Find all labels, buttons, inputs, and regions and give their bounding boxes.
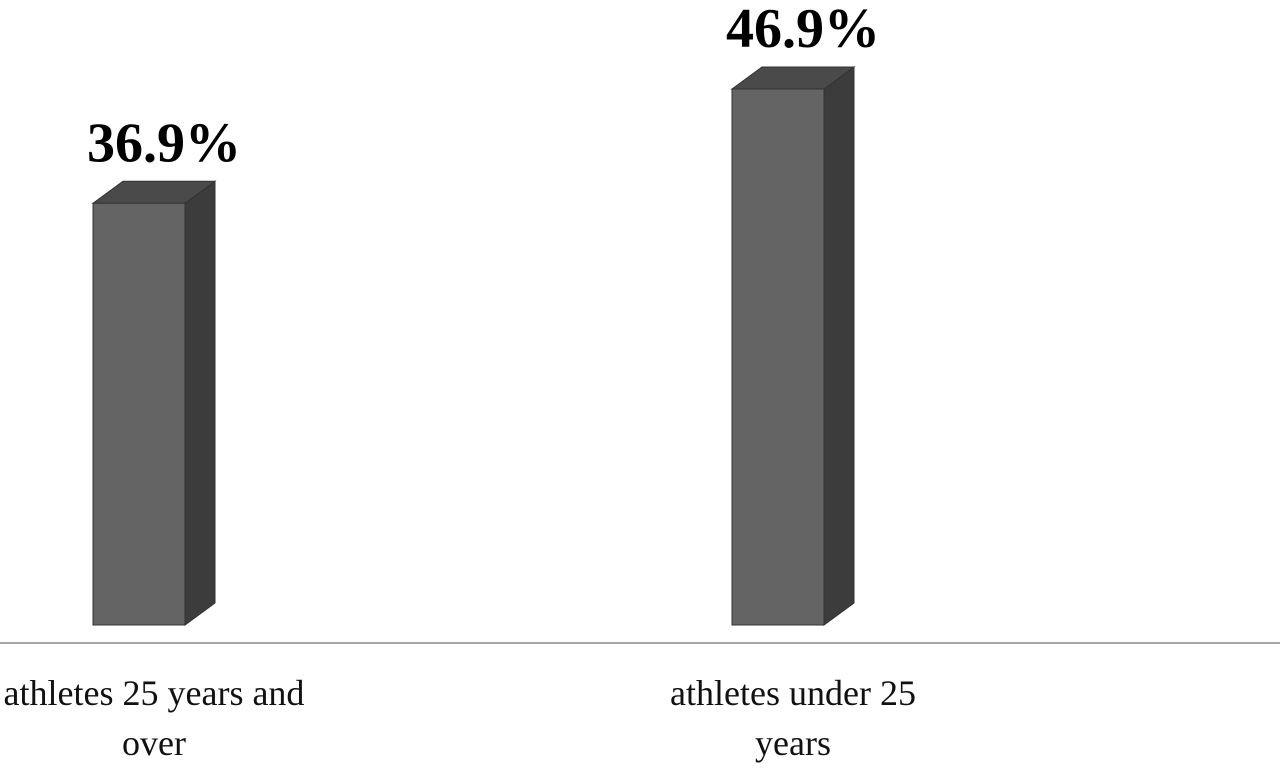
bar — [91, 180, 217, 626]
value-label: 36.9% — [87, 112, 241, 174]
value-label: 46.9% — [726, 0, 880, 60]
bar-front — [731, 88, 825, 626]
x-tick-label: athletes 25 years and over — [3, 673, 305, 763]
bar — [730, 66, 856, 626]
x-tick-label: athletes under 25 years — [670, 673, 916, 763]
bar-front — [92, 202, 186, 626]
bar-side — [823, 66, 855, 626]
bar-side — [184, 180, 216, 626]
